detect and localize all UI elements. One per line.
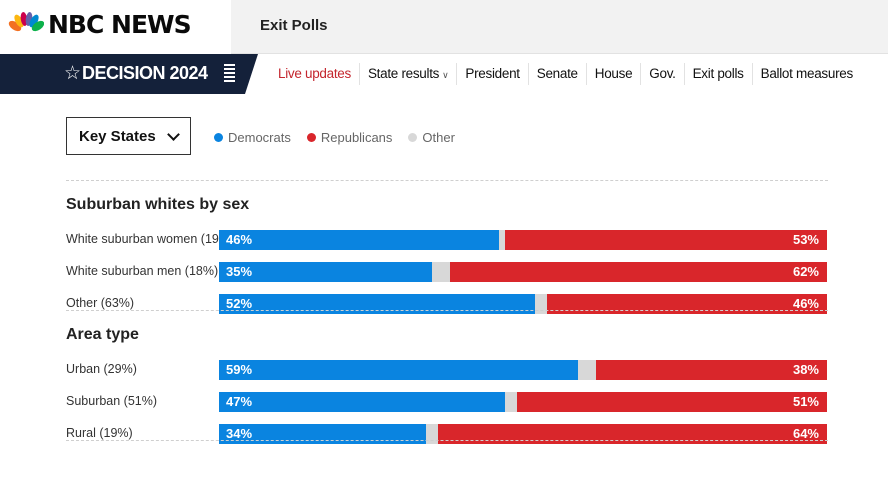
main-nav: Live updates State results ∨ President Se…: [278, 54, 884, 94]
chart-row: White suburban men (18%) 35% 62%: [66, 262, 828, 282]
bar-republicans: 53%: [504, 230, 827, 250]
democrats-value-label: 34%: [226, 426, 253, 441]
bar-other: [577, 360, 596, 380]
bar-democrats: 34%: [219, 424, 426, 444]
decision-banner-bg: [0, 54, 258, 94]
state-select-dropdown[interactable]: Key States: [66, 117, 191, 155]
other-dot-icon: [408, 133, 418, 142]
bar-other: [535, 294, 548, 314]
row-label: Urban (29%): [66, 362, 137, 376]
nbc-news-logo[interactable]: NBC NEWS: [0, 0, 231, 54]
bar-other: [425, 424, 438, 444]
republicans-value-label: 51%: [792, 394, 819, 409]
group-title: Suburban whites by sex: [66, 196, 250, 213]
chevron-down-icon: [167, 127, 180, 141]
stacked-bar: 46% 53%: [219, 230, 827, 250]
section-divider: [66, 310, 828, 311]
legend-label: Republicans: [320, 130, 393, 145]
bar-democrats: 46%: [219, 230, 499, 250]
bar-other: [504, 392, 517, 412]
dropdown-value: Key States: [79, 127, 156, 145]
brand-name: NBC NEWS: [48, 10, 192, 39]
bar-republicans: 51%: [516, 392, 827, 412]
bar-democrats: 52%: [219, 294, 536, 314]
bar-other: [498, 230, 505, 250]
democrats-dot-icon: [214, 133, 223, 142]
nav-live-updates[interactable]: Live updates: [278, 66, 351, 81]
legend-republicans: Republicans: [306, 130, 393, 145]
chevron-down-icon: ∨: [442, 70, 449, 80]
row-label: Suburban (51%): [66, 394, 158, 408]
stripes-icon: [224, 64, 235, 84]
legend-label: Other: [422, 130, 455, 145]
bar-republicans: 62%: [450, 262, 827, 282]
stacked-bar: 35% 62%: [219, 262, 827, 282]
chart-row: Rural (19%) 34% 64%: [66, 424, 828, 444]
row-label: White suburban men (18%): [66, 264, 219, 278]
bar-democrats: 59%: [219, 360, 578, 380]
legend-democrats: Democrats: [214, 130, 291, 145]
democrats-value-label: 59%: [226, 362, 253, 377]
decision-2024-logo[interactable]: ☆ DECISION 2024: [0, 54, 258, 94]
republicans-value-label: 46%: [792, 296, 819, 311]
stacked-bar: 34% 64%: [219, 424, 827, 444]
chart-legend: Democrats Republicans Other: [214, 130, 455, 145]
star-icon: ☆: [64, 63, 82, 84]
republicans-value-label: 62%: [792, 264, 819, 279]
nav-president[interactable]: President: [456, 63, 527, 85]
stacked-bar: 47% 51%: [219, 392, 827, 412]
legend-other: Other: [408, 130, 455, 145]
democrats-value-label: 52%: [226, 296, 253, 311]
democrats-value-label: 46%: [226, 232, 253, 247]
stacked-bar: 52% 46%: [219, 294, 827, 314]
section-divider: [66, 180, 828, 181]
section-title[interactable]: Exit Polls: [260, 17, 328, 34]
nav-state-results-label: State results: [367, 66, 440, 81]
chart-row: Urban (29%) 59% 38%: [66, 360, 828, 380]
chart-row: Other (63%) 52% 46%: [66, 294, 828, 314]
row-label: Rural (19%): [66, 426, 133, 440]
bar-republicans: 46%: [547, 294, 827, 314]
nav-exit-polls[interactable]: Exit polls: [683, 63, 752, 85]
bar-other: [431, 262, 451, 282]
bar-republicans: 38%: [595, 360, 827, 380]
republicans-value-label: 53%: [792, 232, 819, 247]
chart-row: White suburban women (19%) 46% 53%: [66, 230, 828, 250]
bar-democrats: 35%: [219, 262, 432, 282]
legend-label: Democrats: [228, 130, 291, 145]
top-bar: NBC NEWS Exit Polls: [0, 0, 888, 54]
nav-state-results[interactable]: State results ∨: [358, 63, 456, 85]
republicans-dot-icon: [306, 133, 316, 142]
bar-democrats: 47%: [219, 392, 505, 412]
republicans-value-label: 64%: [792, 426, 819, 441]
nav-senate[interactable]: Senate: [527, 63, 586, 85]
democrats-value-label: 35%: [226, 264, 253, 279]
nav-ballot-measures[interactable]: Ballot measures: [751, 63, 853, 85]
nav-gov[interactable]: Gov.: [640, 63, 683, 85]
chart-row: Suburban (51%) 47% 51%: [66, 392, 828, 412]
decision-label: DECISION 2024: [82, 63, 208, 83]
republicans-value-label: 38%: [792, 362, 819, 377]
section-header: Exit Polls: [231, 0, 888, 54]
row-label: White suburban women (19%): [66, 232, 235, 246]
row-label: Other (63%): [66, 296, 135, 310]
nav-house[interactable]: House: [585, 63, 641, 85]
peacock-icon: [8, 12, 44, 32]
bar-republicans: 64%: [437, 424, 827, 444]
stacked-bar: 59% 38%: [219, 360, 827, 380]
section-divider: [66, 440, 828, 441]
group-title: Area type: [66, 326, 139, 343]
democrats-value-label: 47%: [226, 394, 253, 409]
